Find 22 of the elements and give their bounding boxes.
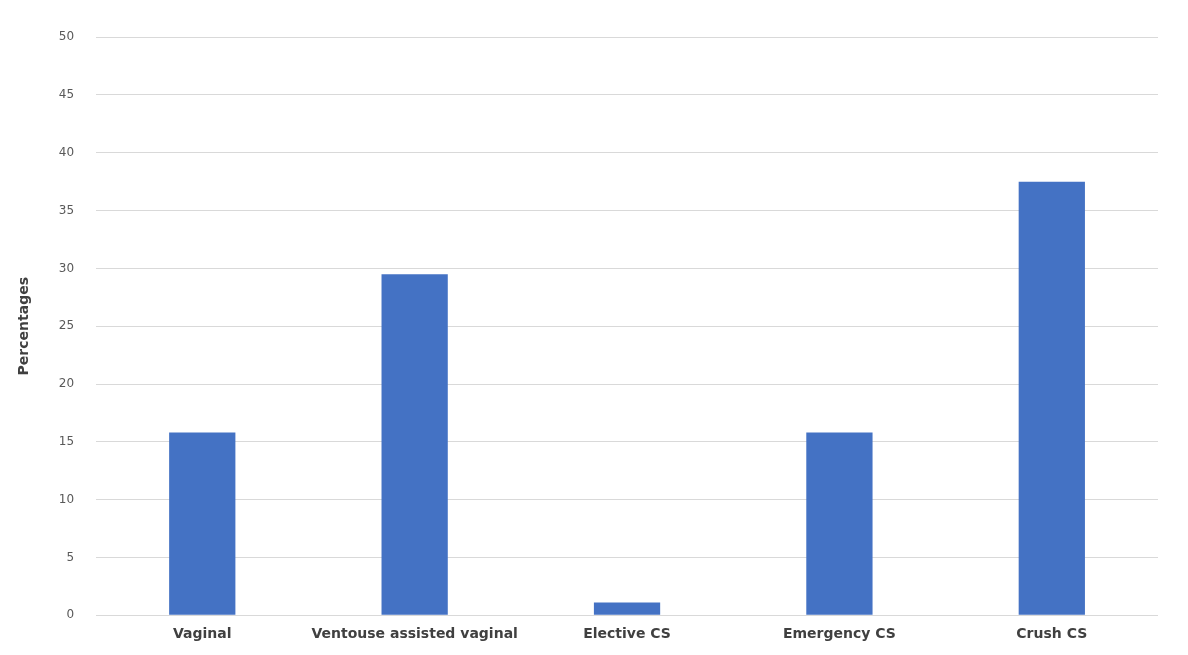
y-tick-label: 20 [58, 376, 75, 391]
x-tick-label: Elective CS [583, 625, 671, 642]
bar [169, 432, 236, 615]
y-tick-label: 15 [58, 433, 75, 448]
y-tick-label: 5 [66, 549, 75, 564]
bar [806, 432, 873, 615]
y-tick-label: 45 [58, 87, 75, 102]
y-tick-label: 0 [66, 607, 75, 622]
x-tick-label: Emergency CS [782, 625, 896, 642]
y-tick-label: 25 [58, 318, 75, 333]
y-tick-label: 50 [58, 29, 75, 44]
bar [1018, 181, 1085, 615]
y-tick-label: 30 [58, 260, 75, 275]
bar [593, 602, 661, 615]
y-tick-label: 40 [58, 144, 75, 159]
y-tick-label: 35 [58, 202, 75, 217]
x-tick-label: Crush CS [1016, 625, 1088, 642]
x-tick-label: Vaginal [172, 625, 232, 642]
x-tick-label: Ventouse assisted vaginal [311, 625, 518, 642]
bar [381, 274, 448, 615]
y-tick-label: 10 [58, 491, 75, 506]
y-axis-title: Percentages [15, 276, 32, 376]
